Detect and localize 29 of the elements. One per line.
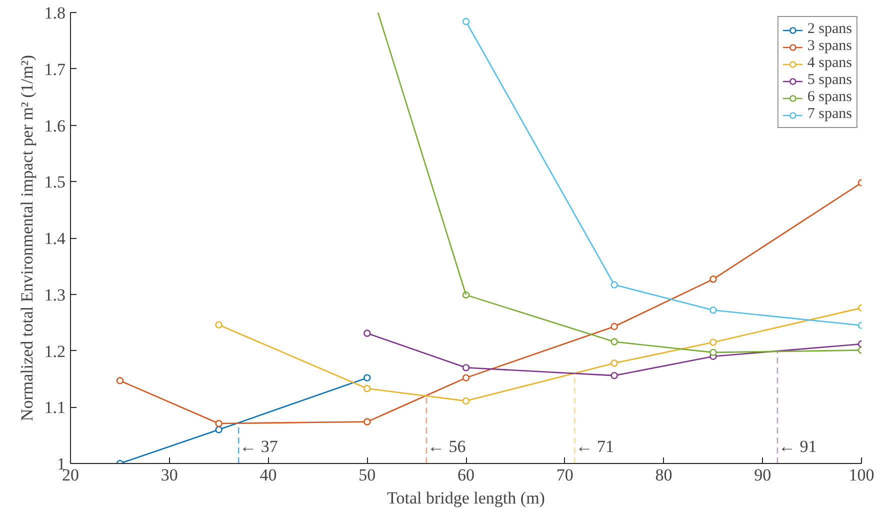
x-tick-label: 50: [358, 466, 376, 484]
legend-label: 5 spans: [807, 72, 852, 89]
y-tick-label: 1.8: [44, 4, 66, 22]
x-tick-label: 60: [458, 466, 474, 484]
x-tick-label: 20: [62, 466, 79, 484]
legend-label: 3 spans: [807, 38, 852, 55]
y-tick-label: 1.5: [44, 172, 66, 192]
legend-label: 4 spans: [807, 55, 852, 72]
y-tick-label: 1.3: [44, 285, 66, 304]
annotation: ← 71: [576, 437, 614, 456]
annotation: ← 91: [778, 437, 817, 456]
x-tick-label: 80: [655, 466, 672, 484]
y-tick-label: 1.6: [44, 116, 66, 136]
y-tick-label: 1.2: [44, 342, 66, 361]
x-tick-label: 40: [260, 466, 277, 484]
x-tick-label: 30: [160, 466, 178, 484]
annotation: ← 37: [240, 437, 278, 456]
x-tick-label: 70: [556, 466, 574, 484]
x-tick-label: 90: [754, 466, 772, 484]
y-tick-label: 1.1: [44, 398, 66, 418]
y-tick-label: 1.7: [44, 60, 66, 79]
x-tick-label: 100: [848, 466, 874, 484]
legend-label: 2 spans: [807, 21, 852, 38]
x-axis-title: Total bridge length (m): [387, 488, 545, 508]
legend-label: 7 spans: [807, 106, 852, 123]
y-axis-title: Normalized total Environmental impact per m² (1/m²): [17, 54, 36, 422]
annotation: ← 56: [427, 437, 466, 456]
legend-label: 6 spans: [807, 89, 852, 106]
y-tick-label: 1.4: [44, 229, 66, 248]
